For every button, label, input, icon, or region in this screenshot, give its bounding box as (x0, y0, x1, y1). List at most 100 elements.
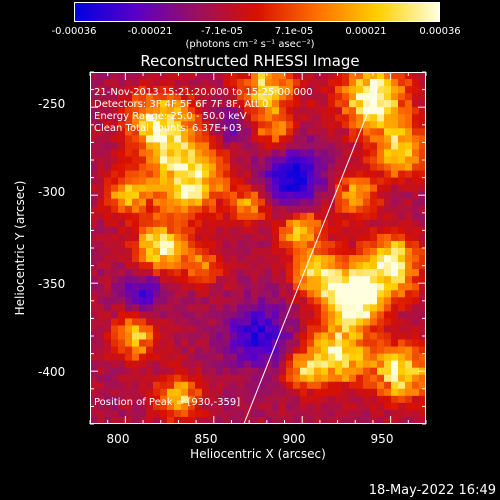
colorbar-tick-label: 0.00036 (419, 26, 461, 37)
heatmap-cell (258, 262, 266, 270)
heatmap-cell (132, 409, 140, 418)
heatmap-cell (279, 184, 287, 193)
y-tick-label: -300 (38, 185, 66, 199)
heatmap-cell (237, 198, 245, 207)
heatmap-cell (391, 198, 399, 207)
heatmap-cell (125, 93, 133, 101)
heatmap-cell (153, 177, 161, 186)
heatmap-cell (377, 226, 385, 235)
heatmap-cell (111, 388, 119, 397)
heatmap-cell (314, 346, 322, 355)
heatmap-cell (244, 339, 252, 348)
heatmap-cell (202, 346, 210, 355)
heatmap-cell (398, 72, 406, 80)
heatmap-cell (391, 128, 399, 136)
heatmap-cell (300, 233, 308, 242)
heatmap-cell (335, 93, 343, 101)
heatmap-cell (125, 212, 133, 221)
heatmap-cell (153, 156, 161, 165)
heatmap-cell (377, 100, 385, 108)
heatmap-cell (349, 142, 357, 151)
heatmap-cell (174, 226, 182, 235)
heatmap-cell (181, 233, 189, 242)
heatmap-cell (370, 262, 378, 270)
heatmap-cell (195, 318, 203, 327)
heatmap-cell (230, 339, 238, 348)
heatmap-cell (279, 388, 287, 397)
heatmap-cell (118, 142, 126, 151)
heatmap-cell (237, 184, 245, 193)
heatmap-cell (132, 198, 140, 207)
heatmap-cell (195, 402, 203, 411)
heatmap-cell (419, 395, 426, 404)
heatmap-cell (412, 416, 420, 424)
heatmap-cell (377, 360, 385, 369)
heatmap-cell (97, 269, 105, 277)
heatmap-cell (90, 276, 98, 284)
heatmap-cell (230, 72, 238, 80)
heatmap-cell (139, 79, 147, 87)
heatmap-cell (300, 325, 308, 334)
heatmap-cell (223, 191, 231, 200)
heatmap-cell (188, 360, 196, 369)
heatmap-cell (90, 240, 98, 249)
heatmap-cell (384, 93, 392, 101)
heatmap-cell (377, 374, 385, 383)
heatmap-cell (146, 304, 154, 312)
heatmap-cell (307, 184, 315, 193)
heatmap-cell (251, 325, 259, 334)
heatmap-cell (314, 135, 322, 143)
heatmap-cell (181, 198, 189, 207)
heatmap-cell (237, 212, 245, 221)
heatmap-cell (181, 149, 189, 158)
heatmap-cell (251, 388, 259, 397)
heatmap-cell (223, 114, 231, 122)
heatmap-cell (216, 142, 224, 151)
heatmap-cell (188, 79, 196, 87)
heatmap-cell (286, 276, 294, 284)
heatmap-cell (314, 290, 322, 298)
heatmap-cell (104, 248, 112, 256)
heatmap-cell (293, 177, 301, 186)
heatmap-cell (209, 283, 217, 291)
heatmap-cell (307, 388, 315, 397)
heatmap-cell (209, 353, 217, 362)
heatmap-cell (139, 135, 147, 143)
heatmap-cell (307, 381, 315, 390)
heatmap-cell (384, 72, 392, 80)
heatmap-cell (265, 409, 273, 418)
heatmap-cell (160, 240, 168, 249)
heatmap-cell (377, 290, 385, 298)
heatmap-cell (188, 255, 196, 263)
heatmap-cell (188, 107, 196, 115)
heatmap-cell (342, 135, 350, 143)
heatmap-cell (195, 100, 203, 108)
heatmap-cell (377, 86, 385, 94)
heatmap-cell (167, 262, 175, 270)
heatmap-cell (139, 395, 147, 404)
heatmap-cell (391, 149, 399, 158)
heatmap-cell (146, 86, 154, 94)
heatmap-cell (195, 290, 203, 298)
heatmap-cell (258, 142, 266, 151)
heatmap-cell (293, 233, 301, 242)
heatmap-cell (251, 262, 259, 270)
heatmap-cell (272, 142, 280, 151)
heatmap-cell (349, 72, 357, 80)
heatmap-cell (286, 290, 294, 298)
heatmap-cell (265, 339, 273, 348)
heatmap-cell (321, 283, 329, 291)
heatmap-cell (349, 163, 357, 172)
heatmap-cell (342, 318, 350, 327)
heatmap-cell (188, 297, 196, 305)
heatmap-cell (307, 198, 315, 207)
heatmap-cell (356, 170, 364, 179)
heatmap-cell (153, 233, 161, 242)
heatmap-cell (412, 388, 420, 397)
heatmap-cell (391, 332, 399, 341)
heatmap-cell (384, 205, 392, 214)
heatmap-cell (258, 240, 266, 249)
heatmap-cell (216, 226, 224, 235)
heatmap-cell (111, 212, 119, 221)
heatmap-cell (370, 142, 378, 151)
